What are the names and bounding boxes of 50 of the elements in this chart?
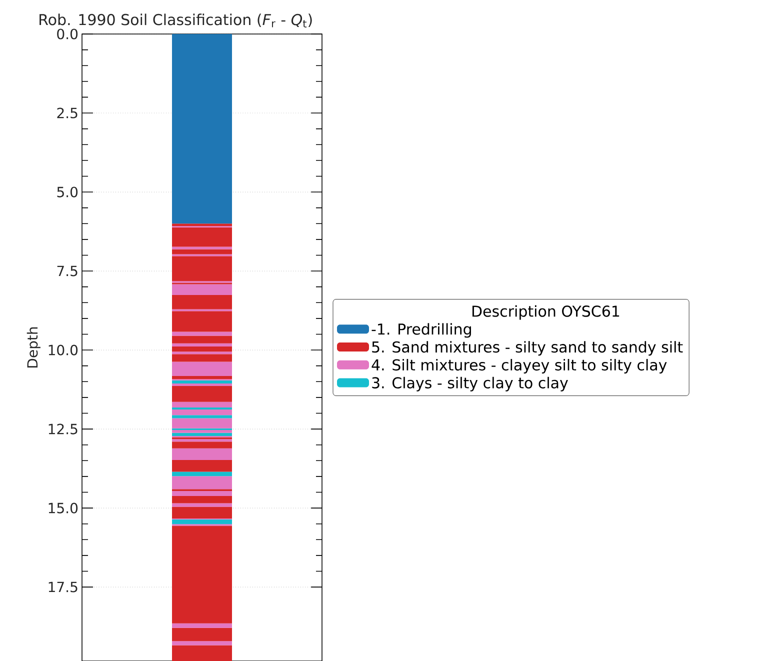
bar bbox=[172, 336, 232, 344]
bar bbox=[172, 519, 232, 524]
legend-label: 3. Clays - silty clay to clay bbox=[372, 376, 568, 392]
y-tick-label: 5.0 bbox=[57, 186, 78, 198]
bar bbox=[172, 384, 232, 386]
y-tick-label: 17.5 bbox=[48, 582, 78, 592]
bar bbox=[172, 332, 232, 336]
bar bbox=[172, 246, 232, 250]
bar bbox=[172, 402, 232, 408]
bar bbox=[172, 476, 232, 490]
legend-title: Description OYSC61 bbox=[472, 305, 620, 320]
bar bbox=[172, 496, 232, 504]
y-tick-label: 0.0 bbox=[57, 28, 78, 40]
bar bbox=[172, 641, 232, 646]
bar bbox=[172, 645, 232, 661]
y-tick-label: 12.5 bbox=[48, 424, 78, 434]
bar bbox=[172, 352, 232, 354]
chart-title: Rob. 1990 Soil Classification (F$_{r}$ - Q$_{t}$) bbox=[40, 14, 312, 28]
y-tick-label: 10.0 bbox=[48, 344, 78, 356]
y-tick-label: 15.0 bbox=[48, 502, 78, 514]
bar bbox=[172, 409, 232, 416]
bar bbox=[172, 460, 232, 472]
bar bbox=[172, 442, 232, 448]
legend-label: 5. Sand mixtures - silty sand to sandy silt bbox=[372, 341, 683, 356]
bar bbox=[172, 472, 232, 476]
bar bbox=[172, 506, 232, 518]
y-tick-label: 2.5 bbox=[57, 108, 78, 118]
y-axis-title: Depth bbox=[26, 327, 40, 368]
legend-label: 4. Silt mixtures - clayey silt to silty clay bbox=[372, 358, 667, 374]
legend-label: -1. Predrilling bbox=[372, 323, 471, 338]
bar bbox=[172, 343, 232, 347]
bar bbox=[172, 490, 232, 496]
bar bbox=[172, 526, 232, 624]
bar bbox=[172, 354, 232, 362]
bar bbox=[172, 346, 232, 352]
bar bbox=[172, 439, 232, 442]
bar bbox=[172, 376, 232, 380]
bar bbox=[172, 628, 232, 642]
bar bbox=[172, 284, 232, 296]
bar bbox=[172, 380, 232, 384]
bar bbox=[172, 415, 232, 418]
bar bbox=[172, 503, 232, 507]
bar bbox=[172, 432, 232, 436]
bar bbox=[172, 227, 232, 247]
y-tick-label: 7.5 bbox=[57, 266, 78, 276]
bar bbox=[172, 34, 232, 224]
bar bbox=[172, 386, 232, 402]
bar bbox=[172, 623, 232, 628]
bar bbox=[172, 362, 232, 376]
bar bbox=[172, 448, 232, 460]
